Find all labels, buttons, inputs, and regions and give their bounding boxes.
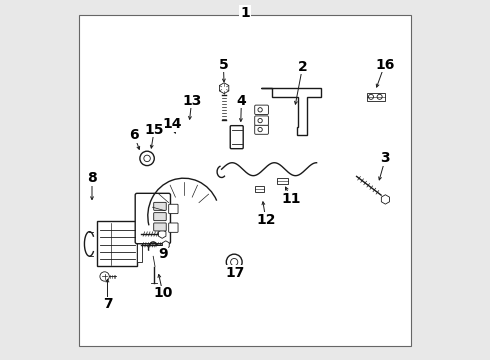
Text: 12: 12 — [256, 213, 276, 226]
Text: 9: 9 — [158, 247, 168, 261]
Text: 13: 13 — [182, 94, 201, 108]
FancyBboxPatch shape — [255, 105, 269, 114]
Polygon shape — [220, 83, 229, 94]
Circle shape — [231, 258, 238, 266]
Text: 2: 2 — [298, 60, 308, 73]
FancyBboxPatch shape — [230, 126, 243, 149]
Text: 6: 6 — [129, 128, 139, 142]
Bar — [137, 226, 143, 262]
Circle shape — [258, 127, 262, 132]
FancyBboxPatch shape — [154, 223, 166, 231]
FancyBboxPatch shape — [169, 223, 178, 232]
Text: 15: 15 — [145, 123, 164, 136]
Text: 3: 3 — [381, 152, 390, 165]
Circle shape — [258, 118, 262, 123]
Text: 8: 8 — [87, 171, 97, 185]
Polygon shape — [261, 88, 320, 135]
Circle shape — [140, 151, 154, 166]
Text: 11: 11 — [281, 192, 301, 206]
Text: 16: 16 — [375, 58, 394, 72]
Bar — [98, 221, 137, 266]
Polygon shape — [162, 241, 169, 249]
Polygon shape — [158, 230, 166, 238]
Text: 10: 10 — [153, 287, 172, 300]
FancyBboxPatch shape — [135, 193, 171, 244]
Bar — [255, 186, 265, 192]
Bar — [367, 93, 385, 101]
FancyBboxPatch shape — [154, 213, 166, 221]
Text: 1: 1 — [240, 6, 250, 19]
Text: 14: 14 — [163, 117, 182, 131]
Text: 5: 5 — [219, 58, 228, 72]
Bar — [277, 178, 288, 184]
Circle shape — [100, 272, 109, 281]
Circle shape — [144, 155, 150, 162]
Text: 17: 17 — [225, 266, 245, 280]
FancyBboxPatch shape — [169, 204, 178, 213]
Text: 7: 7 — [103, 297, 112, 311]
Polygon shape — [381, 195, 390, 204]
Circle shape — [226, 254, 242, 270]
Text: 4: 4 — [237, 94, 246, 108]
FancyBboxPatch shape — [255, 125, 269, 134]
Circle shape — [258, 108, 262, 112]
Circle shape — [377, 94, 382, 99]
FancyBboxPatch shape — [255, 116, 269, 125]
FancyBboxPatch shape — [154, 202, 166, 210]
Circle shape — [368, 94, 373, 99]
